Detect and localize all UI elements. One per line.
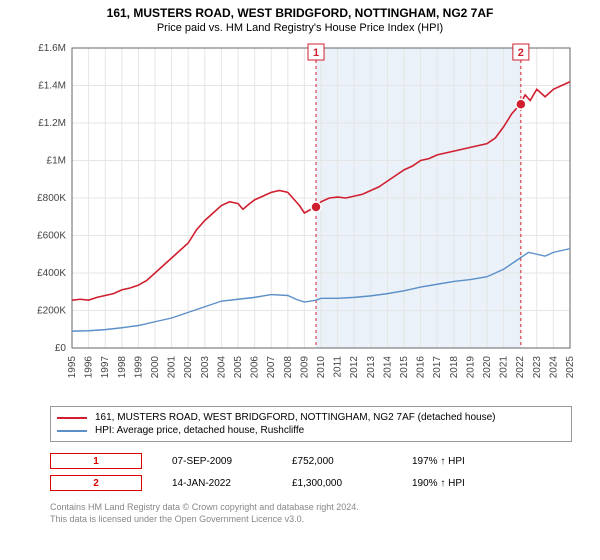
svg-text:1997: 1997 <box>100 356 111 379</box>
footer-attribution: Contains HM Land Registry data © Crown c… <box>50 502 572 525</box>
svg-text:2015: 2015 <box>399 356 410 379</box>
svg-text:2014: 2014 <box>382 356 393 379</box>
legend-swatch <box>57 417 87 419</box>
svg-text:1999: 1999 <box>133 356 144 379</box>
svg-text:2025: 2025 <box>565 356 576 379</box>
svg-text:£200K: £200K <box>37 306 66 317</box>
line-chart-svg: £0 £200K £400K £600K £800K £1M £1.2M £1.4M £1.6M… <box>20 38 580 398</box>
legend-row: HPI: Average price, detached house, Rush… <box>57 424 565 437</box>
svg-text:£1.2M: £1.2M <box>38 118 66 129</box>
svg-text:2017: 2017 <box>432 356 443 379</box>
svg-text:£800K: £800K <box>37 193 66 204</box>
footer-line-1: Contains HM Land Registry data © Crown c… <box>50 502 572 514</box>
legend-box: 161, MUSTERS ROAD, WEST BRIDGFORD, NOTTI… <box>50 406 572 442</box>
svg-text:2024: 2024 <box>548 356 559 379</box>
svg-text:2009: 2009 <box>299 356 310 379</box>
sale-price: £752,000 <box>292 456 382 467</box>
svg-text:2007: 2007 <box>266 356 277 379</box>
svg-text:2001: 2001 <box>167 356 178 379</box>
svg-text:2022: 2022 <box>515 356 526 379</box>
sale-pct: 190% ↑ HPI <box>412 478 502 489</box>
svg-text:1: 1 <box>313 47 319 59</box>
svg-text:1995: 1995 <box>67 356 78 379</box>
svg-text:1996: 1996 <box>84 356 95 379</box>
svg-text:2023: 2023 <box>532 356 543 379</box>
sale-badge: 2 <box>50 475 142 491</box>
svg-text:£400K: £400K <box>37 268 66 279</box>
svg-text:1998: 1998 <box>117 356 128 379</box>
svg-text:2013: 2013 <box>366 356 377 379</box>
legend-row: 161, MUSTERS ROAD, WEST BRIDGFORD, NOTTI… <box>57 411 565 424</box>
svg-text:£1.4M: £1.4M <box>38 81 66 92</box>
sale-price: £1,300,000 <box>292 478 382 489</box>
chart-title: 161, MUSTERS ROAD, WEST BRIDGFORD, NOTTI… <box>0 0 600 20</box>
chart-area: £0 £200K £400K £600K £800K £1M £1.2M £1.4M £1.6M… <box>20 38 580 398</box>
svg-text:£0: £0 <box>55 343 67 354</box>
chart-container: 161, MUSTERS ROAD, WEST BRIDGFORD, NOTTI… <box>0 0 600 560</box>
svg-text:£600K: £600K <box>37 231 66 242</box>
svg-text:2005: 2005 <box>233 356 244 379</box>
svg-text:2012: 2012 <box>349 356 360 379</box>
svg-text:2004: 2004 <box>216 356 227 379</box>
svg-text:£1M: £1M <box>47 156 66 167</box>
footer-line-2: This data is licensed under the Open Gov… <box>50 514 572 526</box>
svg-text:2016: 2016 <box>416 356 427 379</box>
svg-text:2: 2 <box>518 47 524 59</box>
svg-text:2019: 2019 <box>465 356 476 379</box>
legend-label: HPI: Average price, detached house, Rush… <box>95 425 304 436</box>
svg-text:2010: 2010 <box>316 356 327 379</box>
sale-date: 14-JAN-2022 <box>172 478 262 489</box>
svg-text:2020: 2020 <box>482 356 493 379</box>
sale-pct: 197% ↑ HPI <box>412 456 502 467</box>
svg-text:£1.6M: £1.6M <box>38 43 66 54</box>
sale-row: 1 07-SEP-2009 £752,000 197% ↑ HPI <box>50 450 572 472</box>
sale-badge: 1 <box>50 453 142 469</box>
svg-text:2018: 2018 <box>449 356 460 379</box>
legend-swatch <box>57 430 87 432</box>
sale-row: 2 14-JAN-2022 £1,300,000 190% ↑ HPI <box>50 472 572 494</box>
svg-text:2002: 2002 <box>183 356 194 379</box>
sales-table: 1 07-SEP-2009 £752,000 197% ↑ HPI 2 14-JAN-20… <box>50 450 572 494</box>
svg-text:2000: 2000 <box>150 356 161 379</box>
svg-text:2011: 2011 <box>333 356 344 378</box>
sale-date: 07-SEP-2009 <box>172 456 262 467</box>
chart-subtitle: Price paid vs. HM Land Registry's House … <box>0 20 600 38</box>
svg-text:2006: 2006 <box>250 356 261 379</box>
svg-text:2008: 2008 <box>283 356 294 379</box>
svg-text:2003: 2003 <box>200 356 211 379</box>
legend-label: 161, MUSTERS ROAD, WEST BRIDGFORD, NOTTI… <box>95 412 495 423</box>
svg-text:2021: 2021 <box>499 356 510 379</box>
